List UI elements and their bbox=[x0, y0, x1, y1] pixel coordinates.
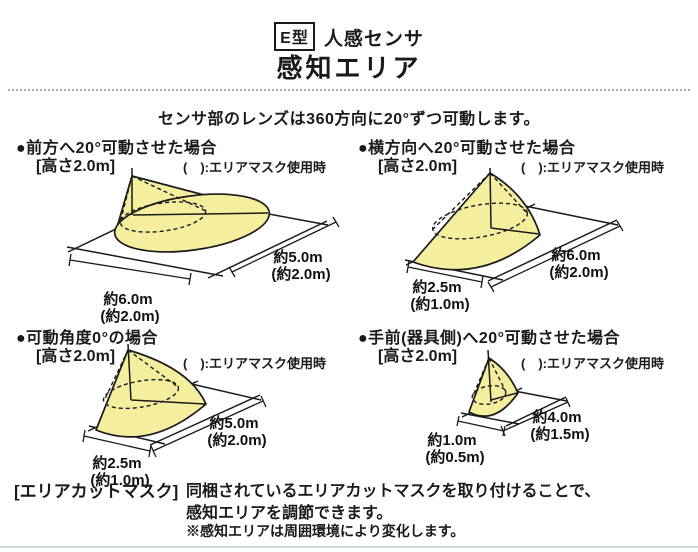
subtitle: センサ部のレンズは360方向に20°ずつ可動します。 bbox=[158, 111, 540, 128]
diagram-title: ●前方へ20°可動させた場合 bbox=[16, 140, 217, 157]
area-cut-mask-label: [エリアカットマスク] bbox=[14, 482, 179, 501]
sensor-axis bbox=[487, 349, 518, 403]
dim-right-masked: (約1.5m) bbox=[530, 425, 589, 443]
detection-area-diagram-forward: 約6.0m (約2.0m) 約5.0m (約2.0m) bbox=[66, 168, 340, 325]
detection-cone bbox=[468, 357, 519, 417]
dim-right-masked: (約2.0m) bbox=[271, 265, 330, 283]
dim-left-main: 約1.0m bbox=[427, 431, 476, 449]
masked-area-ellipse bbox=[431, 202, 529, 240]
dim-right-main: 約5.0m bbox=[209, 414, 258, 432]
sensor-axis bbox=[131, 168, 269, 216]
detection-area-diagram-sideways: 約2.5m (約1.0m) 約6.0m (約2.0m) bbox=[404, 167, 624, 313]
dim-right-main: 約4.0m bbox=[532, 408, 581, 426]
dimension-line-right bbox=[500, 397, 571, 437]
masked-area-ellipse bbox=[119, 201, 207, 233]
dim-left-masked: (約2.0m) bbox=[100, 307, 159, 325]
dotted-separator bbox=[8, 89, 690, 91]
mount-height-label: [高さ2.0m] bbox=[36, 348, 116, 365]
dimension-line-left bbox=[406, 260, 484, 289]
bottom-rule bbox=[0, 546, 698, 548]
dim-right-masked: (約2.0m) bbox=[207, 431, 266, 449]
dimension-line-right bbox=[228, 216, 340, 278]
masked-cone-edges bbox=[471, 357, 507, 399]
diagram-section-toward-fixture: ●手前(器具側)へ20°可動させた場合 [高さ2.0m] ( ):エリアマスク使… bbox=[358, 324, 694, 514]
footer-note: ※感知エリアは周囲環境により変化します。 bbox=[186, 523, 465, 539]
diagram-title: ●可動角度0°の場合 bbox=[16, 330, 158, 347]
footer-text-line2: 感知エリアを調節できます。 bbox=[186, 505, 393, 522]
sensor-axis bbox=[489, 167, 540, 235]
dim-right-main: 約6.0m bbox=[551, 246, 600, 264]
detection-floor-ellipse bbox=[113, 193, 271, 253]
dimension-line-left bbox=[82, 429, 152, 458]
mount-height-label: [高さ2.0m] bbox=[36, 158, 116, 175]
diagram-section-sideways: ●横方向へ20°可動させた場合 [高さ2.0m] ( ):エリアマスク使用時 約… bbox=[358, 134, 694, 324]
masked-cone-edges bbox=[119, 175, 207, 224]
area-mask-note: ( ):エリアマスク使用時 bbox=[521, 356, 664, 371]
dimension-line-right bbox=[150, 395, 267, 458]
dim-left-masked: (約1.0m) bbox=[90, 471, 149, 489]
dim-left-main: 約2.5m bbox=[412, 278, 461, 296]
mount-height-label: [高さ2.0m] bbox=[378, 348, 458, 365]
dimension-line-right bbox=[487, 220, 624, 293]
detection-cone bbox=[412, 172, 541, 271]
dimension-line-left bbox=[68, 253, 192, 286]
type-badge: E型 bbox=[274, 22, 315, 51]
dim-left-main: 約6.0m bbox=[103, 290, 152, 308]
sensor-type-label: 人感センサ bbox=[323, 29, 424, 50]
diagram-title: ●横方向へ20°可動させた場合 bbox=[358, 140, 576, 157]
mount-height-label: [高さ2.0m] bbox=[378, 158, 458, 175]
dim-left-masked: (約0.5m) bbox=[425, 448, 484, 466]
dim-right-masked: (約2.0m) bbox=[549, 263, 608, 281]
masked-cone-edges bbox=[103, 349, 179, 402]
diagram-section-forward: ●前方へ20°可動させた場合 [高さ2.0m] ( ):エリアマスク使用時 約6… bbox=[16, 134, 352, 325]
area-mask-note: ( ):エリアマスク使用時 bbox=[183, 356, 326, 371]
diagram-title: ●手前(器具側)へ20°可動させた場合 bbox=[358, 330, 621, 347]
dim-right-main: 約5.0m bbox=[273, 248, 322, 266]
detection-area-diagram-zero: 約2.5m (約1.0m) 約5.0m (約2.0m) bbox=[82, 343, 267, 489]
dim-left-main: 約2.5m bbox=[92, 454, 141, 472]
area-mask-note: ( ):エリアマスク使用時 bbox=[521, 160, 664, 175]
detection-area-diagram-toward: 約1.0m (約0.5m) 約4.0m (約1.5m) bbox=[425, 349, 590, 466]
sensor-type-line: E型 人感センサ bbox=[0, 22, 698, 51]
detection-cone bbox=[95, 349, 207, 438]
footer-text-line1: 同梱されているエリアカットマスクを取り付けることで、 bbox=[186, 483, 601, 500]
area-mask-note: ( ):エリアマスク使用時 bbox=[183, 160, 326, 175]
dim-left-masked: (約1.0m) bbox=[410, 295, 469, 313]
masked-area-ellipse bbox=[102, 378, 180, 410]
diagram-section-zero-angle: ●可動角度0°の場合 [高さ2.0m] ( ):エリアマスク使用時 約2.5m … bbox=[16, 324, 352, 514]
sensor-axis bbox=[127, 343, 206, 405]
page-title: 感知エリア bbox=[276, 53, 422, 83]
